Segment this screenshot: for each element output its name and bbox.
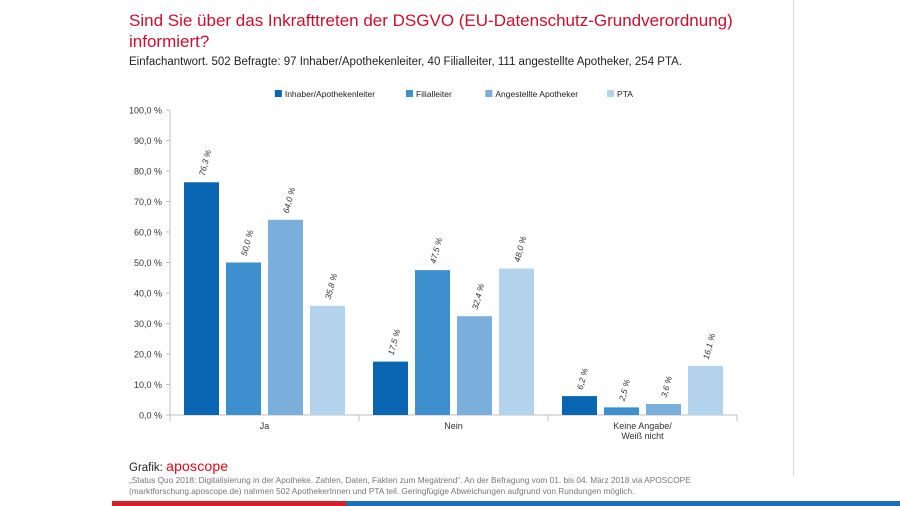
- data-label: 6,2 %: [575, 367, 590, 391]
- legend-label: Inhaber/Apothekenleiter: [285, 89, 375, 99]
- chart-title: Sind Sie über das Inkrafttreten der DSGV…: [129, 11, 733, 51]
- bar: [457, 316, 492, 415]
- data-label: 32,4 %: [470, 282, 487, 311]
- y-tick-label: 70,0 %: [134, 197, 162, 207]
- y-tick-label: 20,0 %: [134, 350, 162, 360]
- bar: [268, 219, 303, 415]
- data-label: 50,0 %: [239, 228, 256, 257]
- credit-label: Grafik:: [129, 462, 163, 474]
- legend-label: PTA: [617, 89, 633, 99]
- data-label: 35,8 %: [323, 272, 340, 301]
- bar: [562, 396, 597, 415]
- bar: [604, 407, 639, 415]
- graphic-credit: Grafik: aposcope: [129, 458, 228, 474]
- data-label: 76,3 %: [197, 148, 214, 177]
- legend-label: Filialleiter: [416, 89, 452, 99]
- y-tick-label: 30,0 %: [134, 319, 162, 329]
- y-tick-label: 80,0 %: [134, 167, 162, 177]
- bar: [226, 262, 261, 415]
- source-note: „Status Quo 2018: Digitalisierung in der…: [129, 475, 691, 496]
- bar: [415, 270, 450, 415]
- data-label: 2,5 %: [617, 378, 633, 403]
- footer-bar-red: [112, 501, 346, 506]
- y-tick-label: 0,0 %: [139, 411, 162, 421]
- bar: [373, 361, 408, 415]
- x-category-label: Ja: [260, 421, 270, 431]
- data-label: 17,5 %: [386, 328, 403, 357]
- x-category-label: Nein: [444, 421, 463, 431]
- y-tick-label: 90,0 %: [134, 136, 162, 146]
- y-tick-label: 10,0 %: [134, 380, 162, 390]
- x-category-label: Keine Angabe/: [613, 421, 672, 431]
- aposcope-logo: aposcope: [166, 458, 229, 474]
- bar: [499, 268, 534, 415]
- legend-label: Angestellte Apotheker: [495, 89, 578, 99]
- y-tick-label: 40,0 %: [134, 289, 162, 299]
- legend-swatch: [607, 90, 615, 97]
- bar: [646, 404, 681, 415]
- y-tick-label: 60,0 %: [134, 228, 162, 238]
- x-category-label: Weiß nicht: [621, 431, 664, 441]
- y-tick-label: 50,0 %: [134, 258, 162, 268]
- bar: [688, 365, 723, 415]
- bar: [310, 305, 345, 415]
- data-label: 48,0 %: [512, 235, 529, 264]
- side-divider: [793, 0, 794, 476]
- y-tick-label: 100,0 %: [129, 106, 162, 116]
- legend-swatch: [274, 90, 282, 97]
- data-label: 47,5 %: [428, 236, 445, 265]
- legend-swatch: [405, 90, 413, 97]
- data-label: 3,6 %: [659, 375, 674, 399]
- footer-bar-blue: [346, 501, 900, 506]
- legend-swatch: [485, 90, 493, 97]
- data-label: 64,0 %: [281, 186, 298, 215]
- data-label: 16,1 %: [701, 332, 718, 361]
- bar: [184, 182, 219, 415]
- chart-subtitle: Einfachantwort. 502 Befragte: 97 Inhaber…: [129, 56, 682, 68]
